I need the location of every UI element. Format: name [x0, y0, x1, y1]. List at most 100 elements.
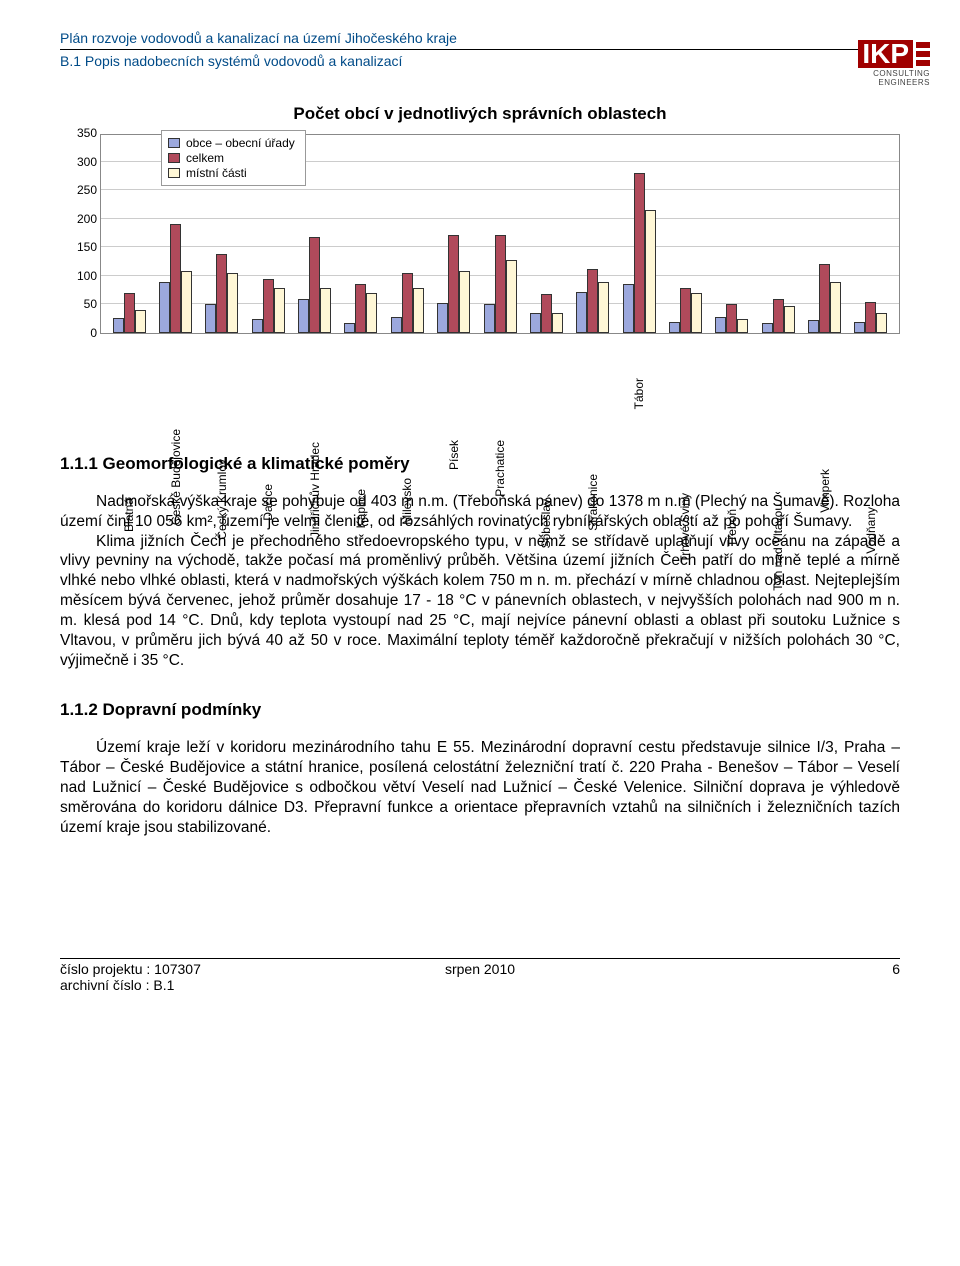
- bar: [459, 271, 470, 333]
- bar: [355, 284, 366, 333]
- bar: [623, 284, 634, 333]
- y-axis-label: 150: [67, 240, 97, 254]
- section-1-1-2-heading: 1.1.2 Dopravní podmínky: [60, 700, 900, 720]
- bar-group: Milevsko: [385, 273, 429, 333]
- bar: [344, 323, 355, 333]
- header-subtitle: B.1 Popis nadobecních systémů vodovodů a…: [60, 53, 900, 69]
- legend-item: celkem: [168, 151, 295, 165]
- footer-date: srpen 2010: [445, 961, 515, 977]
- bar: [298, 299, 309, 333]
- bar: [216, 254, 227, 333]
- bar: [634, 173, 645, 333]
- bar: [413, 288, 424, 333]
- bar-group: Soběslav: [524, 294, 568, 333]
- bar: [159, 282, 170, 333]
- bar-chart: obce – obecní úřadycelkemmístní části 05…: [100, 134, 900, 334]
- y-axis-label: 100: [67, 269, 97, 283]
- bar: [205, 304, 216, 333]
- bar: [552, 313, 563, 333]
- bar-group: Jindřichův Hradec: [292, 237, 336, 333]
- bar: [366, 293, 377, 333]
- bar: [541, 294, 552, 333]
- category-label: Blatná: [122, 498, 136, 532]
- category-label: Trhové Sviny: [678, 493, 692, 563]
- bar: [773, 299, 784, 333]
- category-label: Jindřichův Hradec: [308, 442, 322, 538]
- bar-group: Kaplice: [339, 284, 383, 333]
- category-label: Kaplice: [354, 489, 368, 528]
- logo-text: IKP: [858, 40, 913, 68]
- category-label: Písek: [447, 440, 461, 470]
- category-label: Český Krumlov: [215, 459, 229, 540]
- bar: [274, 288, 285, 333]
- page-footer: číslo projektu : 107307 archivní číslo :…: [60, 958, 900, 993]
- bar: [854, 322, 865, 333]
- bar: [530, 313, 541, 333]
- bar: [170, 224, 181, 333]
- bar-group: Vodňany: [849, 302, 893, 333]
- bar: [830, 282, 841, 333]
- bar: [737, 319, 748, 333]
- legend-item: místní části: [168, 166, 295, 180]
- bar-group: Český Krumlov: [200, 254, 244, 333]
- bar-group: Vimperk: [802, 264, 846, 333]
- category-label: Milevsko: [400, 478, 414, 525]
- category-label: Dačice: [261, 484, 275, 521]
- section-1-1-2-body: Území kraje leží v koridoru mezinárodníh…: [60, 738, 900, 837]
- bar: [680, 288, 691, 333]
- bar-group: Písek: [432, 235, 476, 333]
- bar: [391, 317, 402, 333]
- bar-group: Týn nad Vltavou: [756, 299, 800, 333]
- bar-group: Tábor: [617, 173, 661, 333]
- header-title: Plán rozvoje vodovodů a kanalizací na úz…: [60, 30, 900, 48]
- bar: [726, 304, 737, 333]
- footer-project: číslo projektu : 107307: [60, 961, 201, 977]
- category-label: Strakonice: [586, 474, 600, 531]
- footer-archive: archivní číslo : B.1: [60, 977, 174, 993]
- bar: [691, 293, 702, 333]
- header-rule: [60, 49, 900, 50]
- category-label: Vimperk: [818, 469, 832, 513]
- y-axis-label: 50: [67, 297, 97, 311]
- bar-group: České Budějovice: [153, 224, 197, 333]
- bar: [320, 288, 331, 333]
- bar: [865, 302, 876, 333]
- logo: IKP CONSULTINGENGINEERS: [820, 40, 930, 88]
- bar: [309, 237, 320, 333]
- section-1-1-1-heading: 1.1.1 Geomorfologické a klimatické poměr…: [60, 454, 900, 474]
- bar: [784, 306, 795, 333]
- bar: [227, 273, 238, 333]
- category-label: Třeboň: [725, 509, 739, 547]
- bar-group: Dačice: [246, 279, 290, 333]
- bar: [598, 282, 609, 333]
- bar-group: Strakonice: [571, 269, 615, 333]
- bar-group: Trhové Sviny: [663, 288, 707, 333]
- bar: [252, 319, 263, 333]
- y-axis-label: 350: [67, 126, 97, 140]
- bar: [181, 271, 192, 333]
- bar: [113, 318, 124, 333]
- bar: [484, 304, 495, 333]
- bar: [135, 310, 146, 333]
- bar: [448, 235, 459, 333]
- bar: [402, 273, 413, 333]
- bar: [124, 293, 135, 333]
- chart-legend: obce – obecní úřadycelkemmístní části: [161, 130, 306, 186]
- logo-stripes-icon: [916, 42, 930, 66]
- y-axis-label: 300: [67, 155, 97, 169]
- bar: [587, 269, 598, 333]
- y-axis-label: 0: [67, 326, 97, 340]
- bar: [506, 260, 517, 333]
- chart-title: Počet obcí v jednotlivých správních obla…: [60, 104, 900, 124]
- bar: [669, 322, 680, 333]
- category-label: České Budějovice: [169, 429, 183, 525]
- page-header: Plán rozvoje vodovodů a kanalizací na úz…: [60, 30, 900, 69]
- bar: [819, 264, 830, 333]
- bar: [263, 279, 274, 333]
- bar: [576, 292, 587, 333]
- bar-group: Třeboň: [710, 304, 754, 333]
- bar: [495, 235, 506, 333]
- legend-item: obce – obecní úřady: [168, 136, 295, 150]
- logo-subtitle: CONSULTINGENGINEERS: [820, 70, 930, 88]
- bar: [876, 313, 887, 333]
